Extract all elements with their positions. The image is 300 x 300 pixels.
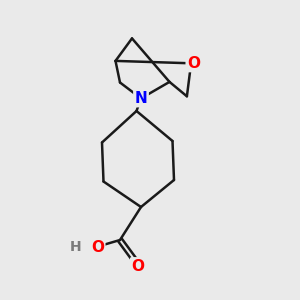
Text: O: O [91,240,104,255]
Text: O: O [131,259,145,274]
Text: H: H [70,240,82,254]
Text: N: N [135,91,147,106]
Text: O: O [187,56,200,71]
